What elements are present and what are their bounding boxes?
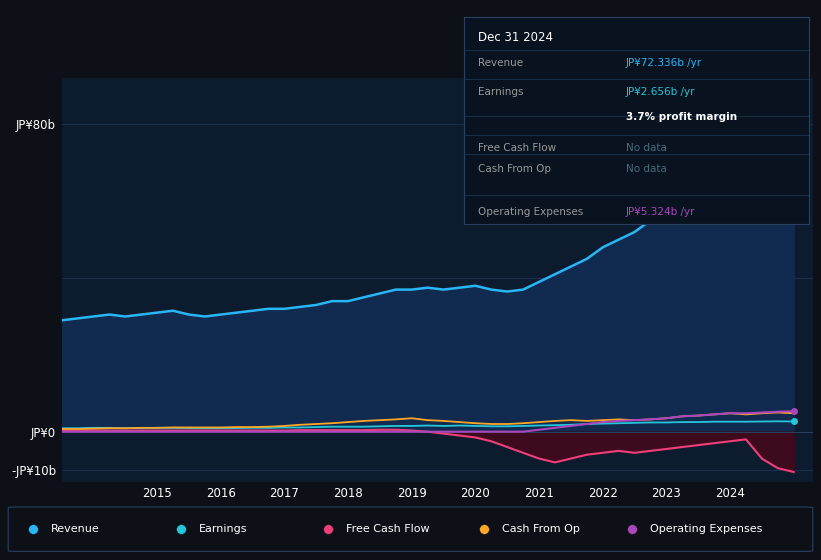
Text: Cash From Op: Cash From Op [502,524,580,534]
Text: No data: No data [626,164,667,174]
Text: JP¥72.336b /yr: JP¥72.336b /yr [626,58,702,68]
Text: Operating Expenses: Operating Expenses [650,524,763,534]
Text: Operating Expenses: Operating Expenses [478,207,583,217]
FancyBboxPatch shape [8,507,813,552]
Text: Cash From Op: Cash From Op [478,164,551,174]
Text: 3.7% profit margin: 3.7% profit margin [626,112,737,122]
Text: Revenue: Revenue [478,58,523,68]
Text: JP¥5.324b /yr: JP¥5.324b /yr [626,207,695,217]
Text: Earnings: Earnings [199,524,247,534]
Text: Revenue: Revenue [51,524,99,534]
Text: JP¥2.656b /yr: JP¥2.656b /yr [626,87,695,97]
Text: Free Cash Flow: Free Cash Flow [478,143,556,153]
Text: Dec 31 2024: Dec 31 2024 [478,31,553,44]
Text: Earnings: Earnings [478,87,523,97]
Text: Free Cash Flow: Free Cash Flow [346,524,430,534]
Text: No data: No data [626,143,667,153]
